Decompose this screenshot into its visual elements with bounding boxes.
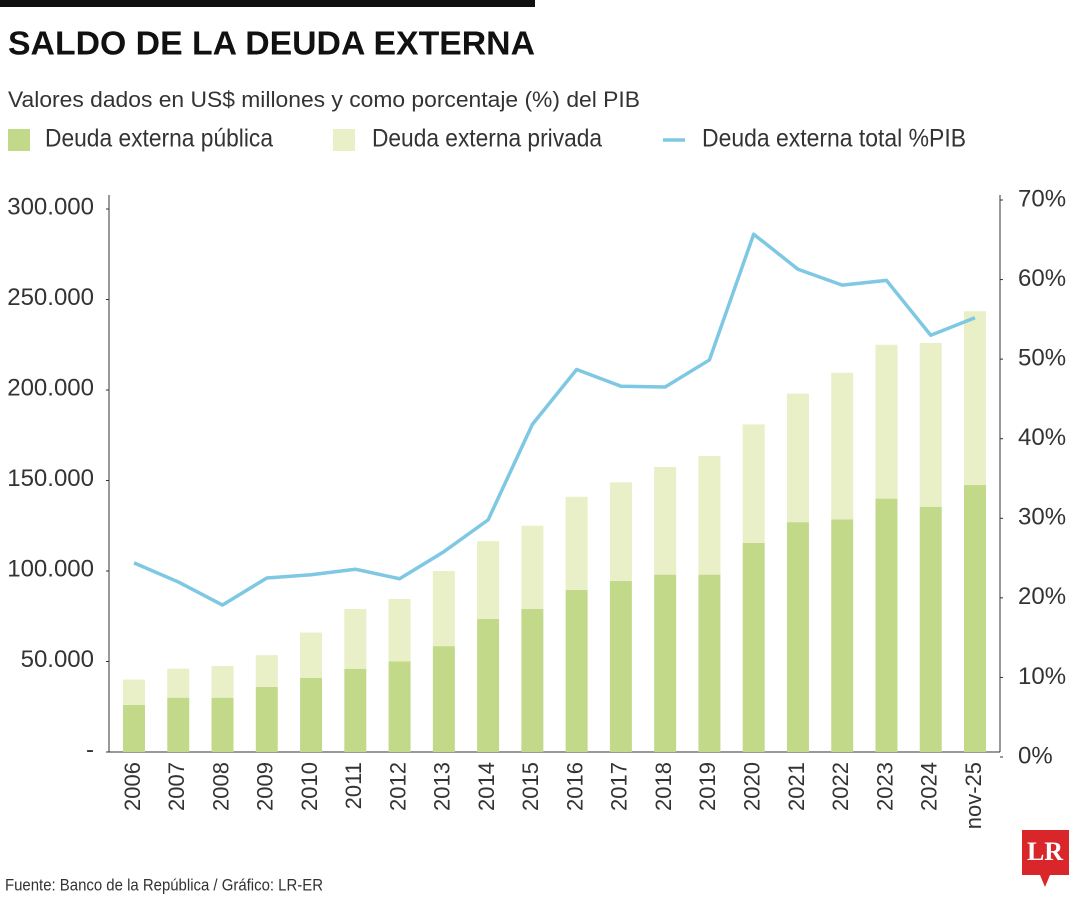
y2-tick-label: 40% (1018, 424, 1066, 451)
bar-segment (654, 574, 677, 752)
bar-segment (167, 668, 190, 698)
bar-segment (344, 668, 367, 752)
bar-segment (521, 525, 544, 610)
y2-tick-label: 10% (1018, 663, 1066, 690)
bar-segment (477, 541, 500, 619)
x-tick-label: 2010 (297, 762, 322, 811)
bar-segment (255, 686, 278, 752)
bar-segment (432, 646, 455, 752)
bar-segment (831, 519, 854, 752)
bar-segment (875, 344, 898, 499)
bar-segment (698, 574, 721, 752)
bar-segment (521, 609, 544, 752)
x-tick-label: 2009 (253, 762, 278, 811)
x-tick-label: 2020 (739, 762, 764, 811)
bar-segment (167, 697, 190, 752)
legend-label: Deuda externa pública (45, 125, 273, 153)
y-tick-label: 250.000 (7, 284, 94, 311)
x-tick-label: 2022 (828, 762, 853, 811)
bar-segment (211, 666, 234, 698)
x-tick-label: 2018 (651, 762, 676, 811)
bar-segment (255, 655, 278, 687)
logo-tail (1040, 875, 1050, 887)
x-tick-label: 2021 (784, 762, 809, 811)
x-tick-label: nov-25 (961, 762, 986, 829)
bar-segment (388, 661, 411, 752)
y2-tick-label: 60% (1018, 265, 1066, 292)
x-tick-label: 2024 (917, 762, 942, 811)
y2-tick-label: 50% (1018, 344, 1066, 371)
logo-text: LR (1027, 837, 1063, 866)
x-tick-label: 2015 (518, 762, 543, 811)
bar-segment (698, 456, 721, 575)
y2-tick-label: 20% (1018, 583, 1066, 610)
bar-segment (565, 496, 588, 591)
bar-segment (742, 542, 765, 752)
y2-tick-label: 70% (1018, 185, 1066, 212)
legend-key (8, 129, 30, 151)
bar-segment (432, 571, 455, 647)
line-series (133, 232, 976, 607)
x-tick-label: 2013 (430, 762, 455, 811)
bar-segment (875, 498, 898, 752)
legend-label: Deuda externa total %PIB (702, 125, 966, 153)
bar-segment (964, 311, 986, 486)
bar-segment (300, 677, 323, 752)
bar-segment (344, 609, 367, 669)
x-tick-label: 2016 (562, 762, 587, 811)
y-tick-label: 150.000 (7, 465, 94, 492)
bar-segment (123, 679, 145, 705)
bar-segment (565, 590, 588, 752)
y-tick-label: - (86, 736, 94, 763)
x-tick-label: 2023 (872, 762, 897, 811)
top-rule (0, 0, 535, 7)
bar-segment (609, 482, 632, 581)
bar-segment (123, 704, 145, 752)
chart-title: SALDO DE LA DEUDA EXTERNA (8, 25, 535, 62)
x-tick-label: 2012 (385, 762, 410, 811)
bar-segment (388, 599, 411, 662)
legend-label: Deuda externa privada (372, 125, 602, 153)
bar-segment (211, 697, 234, 752)
logo-box (1022, 830, 1069, 875)
x-tick-label: 2014 (474, 762, 499, 811)
bar-segment (919, 506, 942, 752)
bar-segment (742, 424, 765, 543)
bar-segment (786, 393, 809, 523)
bar-segment (831, 372, 854, 520)
y-tick-label: 50.000 (21, 646, 94, 673)
x-tick-label: 2019 (695, 762, 720, 811)
logo: LR (1022, 830, 1069, 887)
bar-segment (786, 522, 809, 752)
y-tick-label: 200.000 (7, 374, 94, 401)
y-tick-label: 300.000 (7, 193, 94, 220)
x-tick-label: 2008 (208, 762, 233, 811)
bar-segment (919, 342, 942, 507)
x-tick-label: 2011 (341, 762, 366, 809)
source-note: Fuente: Banco de la República / Gráfico:… (5, 875, 323, 894)
y2-tick-label: 30% (1018, 504, 1066, 531)
bar-segment (300, 632, 323, 678)
y2-tick-label: 0% (1018, 742, 1053, 769)
y-tick-label: 100.000 (7, 555, 94, 582)
legend-key (333, 129, 355, 151)
x-tick-label: 2006 (120, 762, 145, 811)
bar-segment (964, 485, 986, 752)
bar-segment (609, 580, 632, 752)
bar-segment (477, 618, 500, 752)
chart-subtitle: Valores dados en US$ millones y como por… (8, 87, 640, 112)
x-tick-label: 2017 (607, 762, 632, 811)
bar-segment (654, 466, 677, 575)
x-tick-label: 2007 (164, 762, 189, 811)
